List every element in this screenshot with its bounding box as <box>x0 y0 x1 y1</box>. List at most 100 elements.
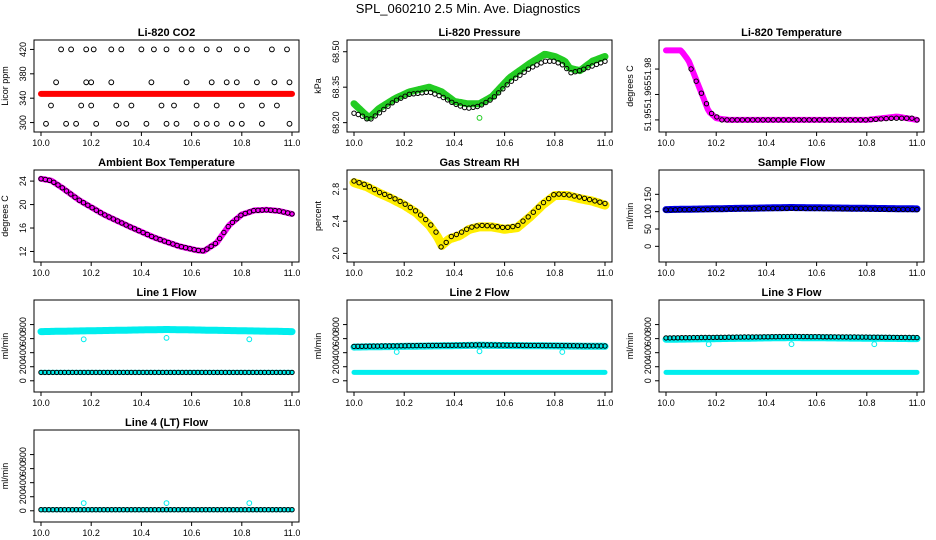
data-point <box>551 192 557 198</box>
x-tick-label: 10.6 <box>808 138 826 148</box>
data-point <box>132 507 138 513</box>
data-point <box>760 117 766 123</box>
data-point <box>63 120 69 127</box>
data-point <box>128 102 135 109</box>
series-sample <box>662 204 921 214</box>
plot-frame <box>658 299 925 393</box>
data-point <box>83 79 90 86</box>
x-tick-label: 11.0 <box>284 398 301 408</box>
y-tick-label: 51.95 <box>643 109 653 132</box>
data-point <box>93 507 99 513</box>
plot-frame <box>658 169 925 263</box>
data-point <box>108 79 115 86</box>
x-tick-label: 10.8 <box>546 268 564 278</box>
data-point <box>101 369 107 376</box>
data-point <box>576 194 583 200</box>
x-tick-label: 10.6 <box>808 398 826 408</box>
y-tick-label: 0 <box>331 378 341 383</box>
plot-title: Line 3 Flow <box>762 287 822 299</box>
x-tick-label: 10.2 <box>82 398 100 408</box>
data-point <box>136 228 142 234</box>
data-point <box>376 189 383 196</box>
y-tick-label: 68.35 <box>331 76 341 99</box>
data-point <box>448 233 454 240</box>
data-point <box>53 79 59 86</box>
data-point <box>238 120 245 127</box>
data-point <box>42 369 48 376</box>
y-axis-label: ml/min <box>313 333 323 360</box>
panel-line2: Line 2 Flow ml/min 10.0 10.2 10.4 10.6 10.8 11.… <box>313 287 613 408</box>
data-point <box>753 334 759 340</box>
data-point <box>138 46 145 53</box>
x-tick-label: 10.8 <box>858 138 876 148</box>
x-tick-label: 10.2 <box>707 268 725 278</box>
y-axis-label: ml/min <box>625 333 635 360</box>
data-point <box>229 219 236 226</box>
data-point <box>80 200 87 206</box>
series-temp-raw <box>688 66 920 123</box>
x-tick-label: 10.4 <box>446 138 464 148</box>
data-point <box>73 120 79 127</box>
data-point <box>143 120 150 127</box>
data-point <box>566 192 572 198</box>
data-band <box>349 178 610 250</box>
x-tick-label: 11.0 <box>284 528 301 538</box>
data-point <box>469 224 475 230</box>
data-point <box>855 334 861 340</box>
data-point <box>534 62 540 68</box>
y-tick-label: 0 <box>18 378 28 383</box>
panel-line4: Line 4 (LT) Flow ml/min 10.0 10.2 10.4 10.6 10… <box>0 417 300 538</box>
data-point <box>543 342 549 349</box>
plot-title: Li-820 Pressure <box>439 27 521 39</box>
x-tick-label: 10.6 <box>183 528 201 538</box>
y-tick-label: 51.965 <box>643 81 653 109</box>
data-point <box>102 212 108 218</box>
data-point <box>775 117 782 123</box>
y-tick-label: 200 <box>643 359 653 374</box>
data-point <box>801 117 807 123</box>
data-point <box>796 117 802 123</box>
figure-title: SPL_060210 2.5 Min. Ave. Diagnostics <box>355 1 581 16</box>
data-point <box>203 120 210 127</box>
data-point <box>392 196 398 202</box>
y-tick-label: 300 <box>18 115 28 130</box>
data-point <box>561 191 567 198</box>
data-point <box>175 507 182 513</box>
data-point <box>123 120 130 127</box>
data-point <box>46 177 53 184</box>
data-point <box>191 369 197 376</box>
data-point <box>504 82 510 88</box>
series-line3-raw <box>663 333 920 341</box>
data-point <box>48 102 54 109</box>
data-point <box>453 231 460 238</box>
x-tick-label: 10.8 <box>858 398 876 408</box>
data-point <box>402 93 408 99</box>
x-tick-label: 11.0 <box>909 138 926 148</box>
data-point <box>407 204 413 211</box>
data-point <box>204 246 210 252</box>
data-point <box>879 334 885 340</box>
y-tick-label: 51.98 <box>643 58 653 81</box>
plot-frame <box>346 299 613 393</box>
data-point <box>449 99 455 106</box>
data-point <box>914 206 920 213</box>
data-point <box>765 117 771 123</box>
data-point <box>43 120 49 127</box>
data-point <box>602 58 608 64</box>
data-point <box>464 226 470 232</box>
data-point <box>163 369 170 376</box>
y-tick-label: 200 <box>18 489 28 504</box>
y-tick-label: 0 <box>18 508 28 513</box>
data-point <box>389 100 395 106</box>
data-point <box>525 214 531 220</box>
x-tick-label: 10.4 <box>133 398 151 408</box>
data-point <box>127 224 134 230</box>
series-rh <box>349 178 610 250</box>
plot-frame <box>346 39 613 133</box>
x-tick-label: 11.0 <box>597 398 614 408</box>
panel-co2: Li-820 CO2 Licor ppm 10.0 10.2 10.4 10.6 10.8 1… <box>0 27 300 148</box>
y-tick-label: 68.20 <box>331 111 341 134</box>
data-point <box>93 369 99 376</box>
panel-line3: Line 3 Flow ml/min 10.0 10.2 10.4 10.6 10.8 11.… <box>625 287 925 408</box>
data-point <box>376 110 383 116</box>
